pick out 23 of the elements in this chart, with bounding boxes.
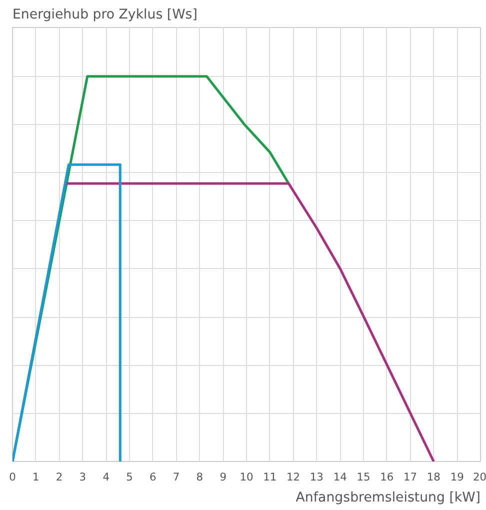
x-tick-label: 0 [9,470,16,484]
x-tick-label: 11 [263,470,277,484]
x-tick-label: 20 [472,470,486,484]
x-tick-label: 5 [126,470,133,484]
x-tick-label: 15 [356,470,370,484]
x-tick-label: 18 [426,470,441,484]
x-tick-label: 12 [286,470,300,484]
x-tick-label: 17 [404,470,418,484]
x-tick-label: 9 [220,470,227,484]
y-axis-title: Energiehub pro Zyklus [Ws] [12,8,198,22]
x-tick-label: 16 [380,470,394,484]
x-tick-label: 19 [450,470,464,484]
x-axis-title: Anfangsbremsleistung [kW] [296,490,481,506]
x-tick-label: 6 [150,470,157,484]
x-tick-label: 8 [196,470,204,484]
x-tick-label: 2 [56,470,63,484]
x-tick-label: 14 [333,470,348,484]
x-tick-label: 1 [32,470,40,484]
x-tick-label: 13 [310,470,324,484]
x-tick-label: 4 [102,470,110,484]
x-tick-label: 7 [172,470,180,484]
x-tick-label: 10 [240,470,254,484]
x-tick-label: 3 [79,470,86,484]
